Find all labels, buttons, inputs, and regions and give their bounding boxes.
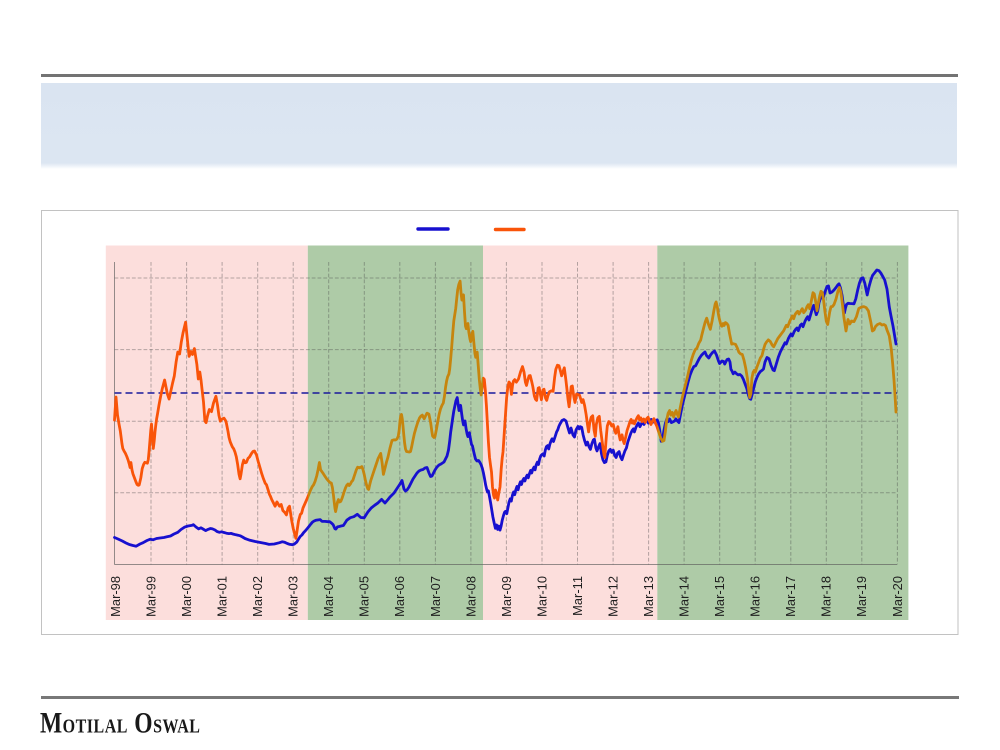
svg-text:Mar-02: Mar-02 <box>250 576 265 617</box>
svg-text:Mar-15: Mar-15 <box>712 576 727 617</box>
svg-text:Mar-07: Mar-07 <box>428 576 443 617</box>
svg-text:Mar-10: Mar-10 <box>534 576 549 617</box>
svg-text:Mar-99: Mar-99 <box>143 576 158 617</box>
svg-text:Mar-20: Mar-20 <box>890 576 905 617</box>
svg-text:Mar-11: Mar-11 <box>570 576 585 616</box>
svg-text:Mar-03: Mar-03 <box>286 576 301 617</box>
svg-text:Mar-06: Mar-06 <box>392 576 407 617</box>
svg-text:Mar-04: Mar-04 <box>321 576 336 617</box>
svg-text:Mar-08: Mar-08 <box>463 576 478 617</box>
svg-text:Mar-16: Mar-16 <box>748 576 763 617</box>
svg-text:Mar-05: Mar-05 <box>357 576 372 617</box>
svg-text:Mar-01: Mar-01 <box>215 576 230 617</box>
svg-text:Mar-13: Mar-13 <box>641 576 656 617</box>
svg-text:Mar-00: Mar-00 <box>179 576 194 617</box>
svg-text:Mar-19: Mar-19 <box>854 576 869 617</box>
svg-text:Mar-12: Mar-12 <box>606 576 621 617</box>
svg-text:Mar-98: Mar-98 <box>108 576 123 617</box>
svg-text:Mar-18: Mar-18 <box>819 576 834 617</box>
svg-text:Mar-09: Mar-09 <box>499 576 514 617</box>
svg-text:Mar-14: Mar-14 <box>677 576 692 617</box>
svg-text:Mar-17: Mar-17 <box>783 576 798 617</box>
